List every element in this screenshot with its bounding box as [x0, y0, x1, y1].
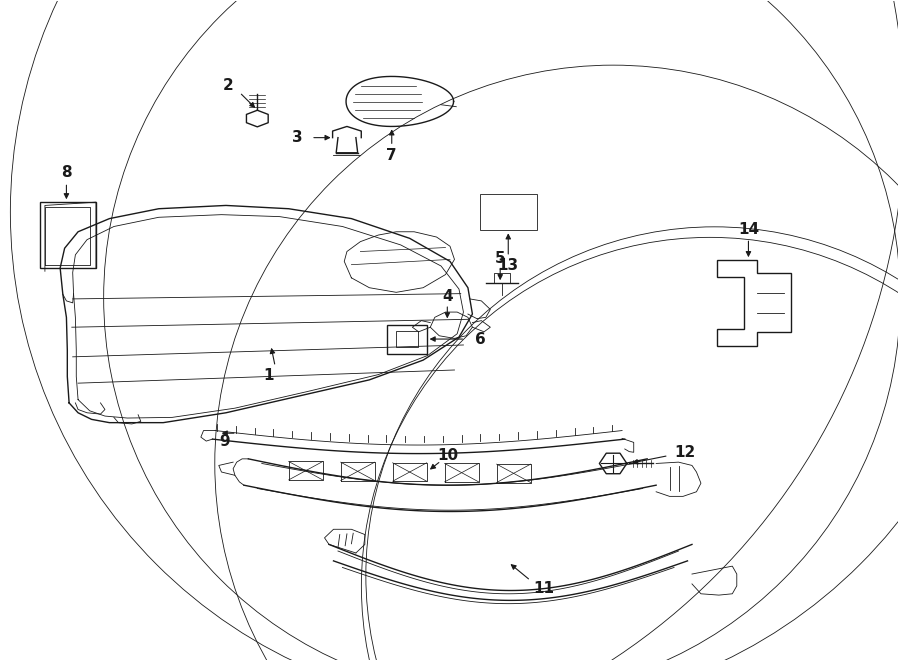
Text: 14: 14 — [738, 221, 759, 237]
Text: 3: 3 — [292, 130, 303, 145]
Text: 2: 2 — [222, 78, 233, 93]
Text: 6: 6 — [475, 332, 486, 346]
Text: 8: 8 — [61, 165, 72, 180]
Text: 13: 13 — [498, 258, 518, 274]
Text: 12: 12 — [674, 446, 696, 461]
Text: 1: 1 — [264, 368, 274, 383]
Text: 7: 7 — [386, 148, 397, 163]
Text: 4: 4 — [442, 289, 453, 304]
Text: 9: 9 — [219, 434, 230, 449]
Text: 11: 11 — [534, 581, 554, 596]
Text: 5: 5 — [495, 251, 506, 266]
Text: 10: 10 — [437, 448, 459, 463]
